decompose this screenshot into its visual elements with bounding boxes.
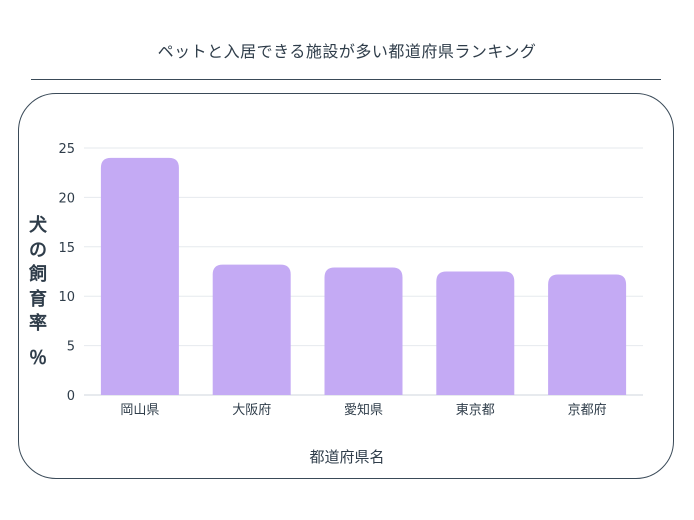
bars <box>100 157 627 395</box>
y-tick-label: 20 <box>58 191 75 206</box>
y-tick-label: 25 <box>58 142 75 157</box>
y-axis-label-char: 育 <box>29 288 47 310</box>
x-tick-labels: 岡山県 大阪府 愛知県 東京都 京都府 <box>120 402 606 418</box>
x-tick-label: 愛知県 <box>344 402 383 418</box>
y-axis-label-char: 飼 <box>29 264 47 285</box>
y-axis-label-char: 犬 <box>29 215 47 236</box>
y-axis-label-char: の <box>29 239 47 261</box>
y-tick-labels: 0 5 10 15 20 25 <box>58 142 75 404</box>
bar <box>212 264 291 395</box>
y-tick-label: 5 <box>67 340 75 355</box>
y-tick-label: 15 <box>58 241 75 256</box>
x-tick-label: 大阪府 <box>232 403 271 418</box>
y-axis-label-char: ％ <box>29 347 47 369</box>
y-tick-label: 0 <box>67 389 75 404</box>
chart-title: ペットと入居できる施設が多い都道府県ランキング <box>157 42 537 61</box>
y-axis-label: 犬の飼育率 ％ <box>24 214 52 371</box>
x-tick-label: 東京都 <box>456 402 495 418</box>
bar <box>548 274 627 395</box>
y-axis-label-char: 率 <box>29 313 47 334</box>
title-divider <box>31 79 661 80</box>
bar <box>436 271 515 395</box>
bar <box>100 157 179 395</box>
x-tick-label: 京都府 <box>568 403 607 418</box>
y-tick-label: 10 <box>58 290 75 305</box>
x-tick-label: 岡山県 <box>120 403 159 418</box>
bar <box>324 267 403 395</box>
x-axis-label: 都道府県名 <box>309 448 385 466</box>
